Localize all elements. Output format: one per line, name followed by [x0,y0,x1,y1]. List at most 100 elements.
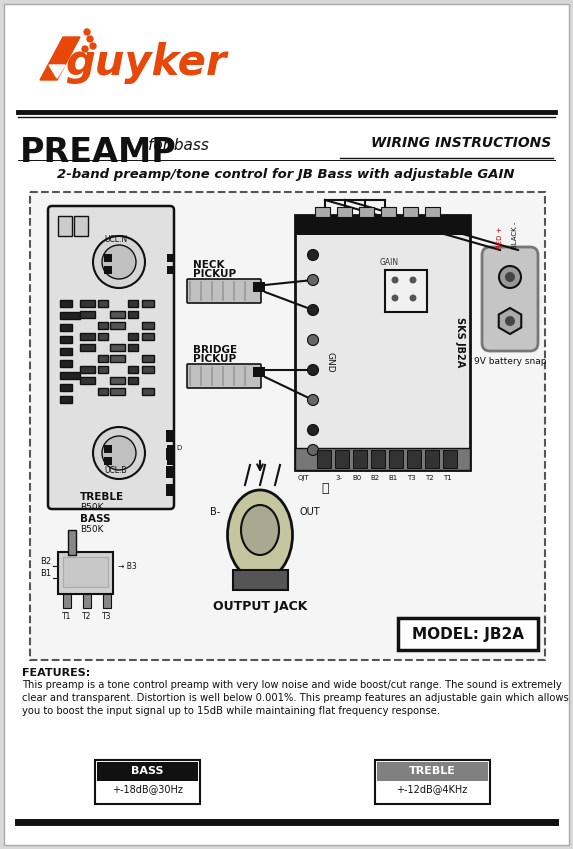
Bar [83,594,91,608]
Circle shape [308,250,319,261]
Bar [377,762,488,781]
Bar [337,207,352,217]
Text: for bass: for bass [148,138,209,153]
Text: This preamp is a tone control preamp with very low noise and wide boost/cut rang: This preamp is a tone control preamp wit… [22,680,562,690]
Bar [30,192,545,660]
Text: BRIDGE: BRIDGE [193,345,237,355]
Text: UCL.B: UCL.B [104,466,127,475]
Circle shape [93,236,145,288]
Text: TREBLE: TREBLE [80,492,124,502]
Bar [68,530,76,555]
Bar [295,215,470,235]
Circle shape [391,295,398,301]
Bar [425,207,440,217]
Text: +-12dB@4KHz: +-12dB@4KHz [397,784,468,794]
Text: 9V battery snap: 9V battery snap [474,357,546,366]
Circle shape [82,46,88,52]
Text: T1: T1 [442,475,452,481]
Bar [60,336,72,343]
Bar [142,388,154,395]
Text: B50K: B50K [80,503,104,512]
Circle shape [308,305,319,316]
Bar [95,760,200,804]
Bar [443,450,457,468]
Bar [98,355,108,362]
Text: OUT: OUT [300,507,321,517]
Text: 3-: 3- [336,475,343,481]
Bar [60,360,72,367]
Text: OJT: OJT [297,475,309,481]
Bar [80,333,95,340]
Bar [98,388,108,395]
Bar [60,384,72,391]
Bar [97,762,198,781]
Bar [167,457,175,465]
Text: T3: T3 [407,475,415,481]
Bar [110,355,125,362]
Bar [80,366,95,373]
Text: T1: T1 [62,612,72,621]
Circle shape [308,424,319,436]
Bar [167,254,175,262]
Ellipse shape [227,490,292,580]
Polygon shape [40,37,80,80]
Text: SKS JB2A: SKS JB2A [455,317,465,367]
Circle shape [410,277,417,284]
Text: +-18dB@30Hz: +-18dB@30Hz [112,784,182,794]
Bar [142,333,154,340]
Bar [103,594,111,608]
Bar [110,322,125,329]
Bar [295,215,470,470]
Circle shape [308,395,319,406]
Bar [60,348,72,355]
Bar [98,366,108,373]
Bar [407,450,421,468]
Bar [381,207,396,217]
Bar [335,450,349,468]
Text: guyker: guyker [65,42,226,84]
Bar [315,207,330,217]
Ellipse shape [241,505,279,555]
Text: T2: T2 [83,612,92,621]
Bar [385,270,427,312]
Text: clear and transparent. Distortion is well below 0.001%. This preamp features an : clear and transparent. Distortion is wel… [22,693,569,703]
Bar [317,450,331,468]
Text: B50K: B50K [80,525,104,534]
Bar [233,570,288,590]
Circle shape [308,445,319,456]
Bar [60,300,72,307]
Text: MODEL: JB2A: MODEL: JB2A [412,627,524,642]
Bar [63,594,71,608]
Bar [63,557,108,587]
Text: FEATURES:: FEATURES: [22,668,91,678]
Text: B-: B- [210,507,220,517]
Bar [166,430,174,442]
Bar [403,207,418,217]
Bar [353,450,367,468]
Bar [128,344,138,351]
Text: 2-band preamp/tone control for JB Bass with adjustable GAIN: 2-band preamp/tone control for JB Bass w… [57,168,515,181]
Text: UCL.N: UCL.N [104,235,127,244]
Circle shape [410,295,417,301]
Bar [60,312,80,319]
Text: PICKUP: PICKUP [193,354,236,364]
Text: OUTPUT JACK: OUTPUT JACK [213,600,307,613]
Bar [128,300,138,307]
Text: B2: B2 [370,475,379,481]
Bar [295,448,470,470]
Bar [166,466,174,478]
Circle shape [102,436,136,470]
Text: B1: B1 [40,569,51,578]
Text: D: D [176,445,181,451]
Bar [60,396,72,403]
Text: BASS: BASS [80,514,111,524]
Text: PICKUP: PICKUP [193,269,236,279]
Circle shape [499,266,521,288]
Bar [128,366,138,373]
Bar [142,366,154,373]
Bar [167,445,175,453]
Bar [166,448,174,460]
Circle shape [391,277,398,284]
Bar [60,324,72,331]
Text: NECK: NECK [193,260,225,270]
